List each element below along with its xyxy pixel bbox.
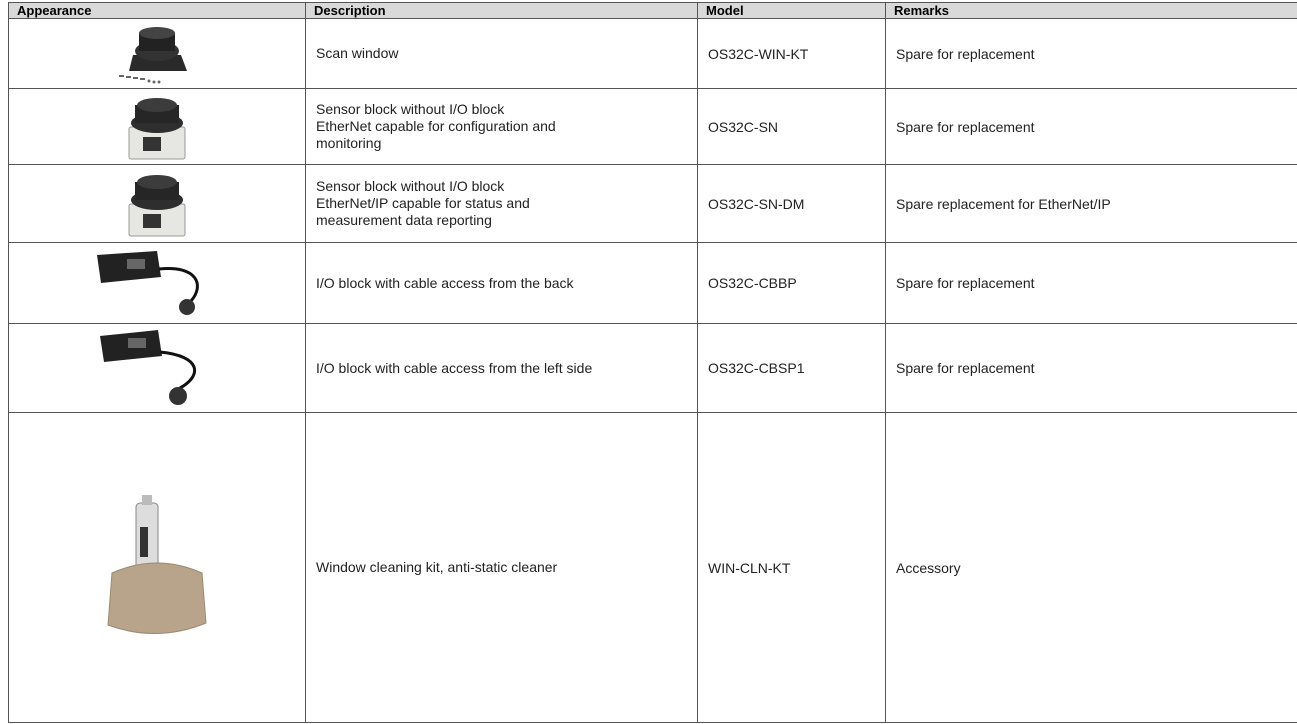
product-image bbox=[128, 174, 186, 236]
appearance-cell bbox=[8, 88, 306, 165]
description-cell: Sensor block without I/O block EtherNet c… bbox=[305, 88, 698, 165]
description-line: Sensor block without I/O block bbox=[316, 101, 505, 117]
description-line: measurement data reporting bbox=[316, 212, 492, 228]
remarks-cell: Spare replacement for EtherNet/IP bbox=[885, 164, 1297, 243]
description-line: monitoring bbox=[316, 135, 382, 151]
row: I/O block with cable access from the bac… bbox=[8, 242, 1297, 324]
appearance-cell bbox=[8, 242, 306, 324]
header-row: Appearance Description Model Remarks bbox=[8, 2, 1297, 19]
description-cell: Window cleaning kit, anti-static cleaner bbox=[305, 412, 698, 723]
description-cell: I/O block with cable access from the lef… bbox=[305, 323, 698, 413]
header-cell: Appearance bbox=[8, 2, 306, 19]
model-cell: OS32C-WIN-KT bbox=[697, 18, 886, 89]
remarks-cell: Spare for replacement bbox=[885, 88, 1297, 165]
row: I/O block with cable access from the lef… bbox=[8, 323, 1297, 413]
description-cell: I/O block with cable access from the bac… bbox=[305, 242, 698, 324]
model-cell: OS32C-CBBP bbox=[697, 242, 886, 324]
parts-table: Appearance Description Model Remarks Sca… bbox=[8, 2, 1297, 723]
header-cell: Model bbox=[697, 2, 886, 19]
model-cell: OS32C-SN-DM bbox=[697, 164, 886, 243]
header-cell: Description bbox=[305, 2, 698, 19]
remarks-cell: Spare for replacement bbox=[885, 18, 1297, 89]
appearance-cell bbox=[8, 412, 306, 723]
appearance-cell bbox=[8, 323, 306, 413]
description-line: Sensor block without I/O block bbox=[316, 178, 505, 194]
product-image bbox=[128, 97, 186, 159]
row: Scan window OS32C-WIN-KT Spare for replace… bbox=[8, 18, 1297, 89]
description-line: I/O block with cable access from the bac… bbox=[316, 274, 574, 291]
description-cell: Sensor block without I/O block EtherNet/I… bbox=[305, 164, 698, 243]
description-line: I/O block with cable access from the lef… bbox=[316, 359, 593, 376]
description-line: Scan window bbox=[316, 45, 399, 61]
description-cell: Scan window bbox=[305, 18, 698, 89]
description-line: Window cleaning kit, anti-static cleaner bbox=[316, 559, 558, 575]
remarks-cell: Spare for replacement bbox=[885, 323, 1297, 413]
description-line: EtherNet capable for configuration and bbox=[316, 118, 556, 134]
row: Sensor block without I/O block EtherNet/I… bbox=[8, 164, 1297, 243]
model-cell: OS32C-CBSP1 bbox=[697, 323, 886, 413]
row: Window cleaning kit, anti-static cleaner… bbox=[8, 412, 1297, 723]
model-cell: WIN-CLN-KT bbox=[697, 412, 886, 723]
product-image bbox=[97, 251, 199, 315]
product-image bbox=[100, 330, 197, 405]
description-line: EtherNet/IP capable for status and bbox=[316, 195, 530, 211]
header-cell: Remarks bbox=[885, 2, 1297, 19]
remarks-cell: Spare for replacement bbox=[885, 242, 1297, 324]
appearance-cell bbox=[8, 18, 306, 89]
appearance-cell bbox=[8, 164, 306, 243]
remarks-cell: Accessory bbox=[885, 412, 1297, 723]
product-image bbox=[107, 494, 207, 634]
product-image bbox=[119, 26, 187, 83]
model-cell: OS32C-SN bbox=[697, 88, 886, 165]
row: Sensor block without I/O block EtherNet c… bbox=[8, 88, 1297, 165]
